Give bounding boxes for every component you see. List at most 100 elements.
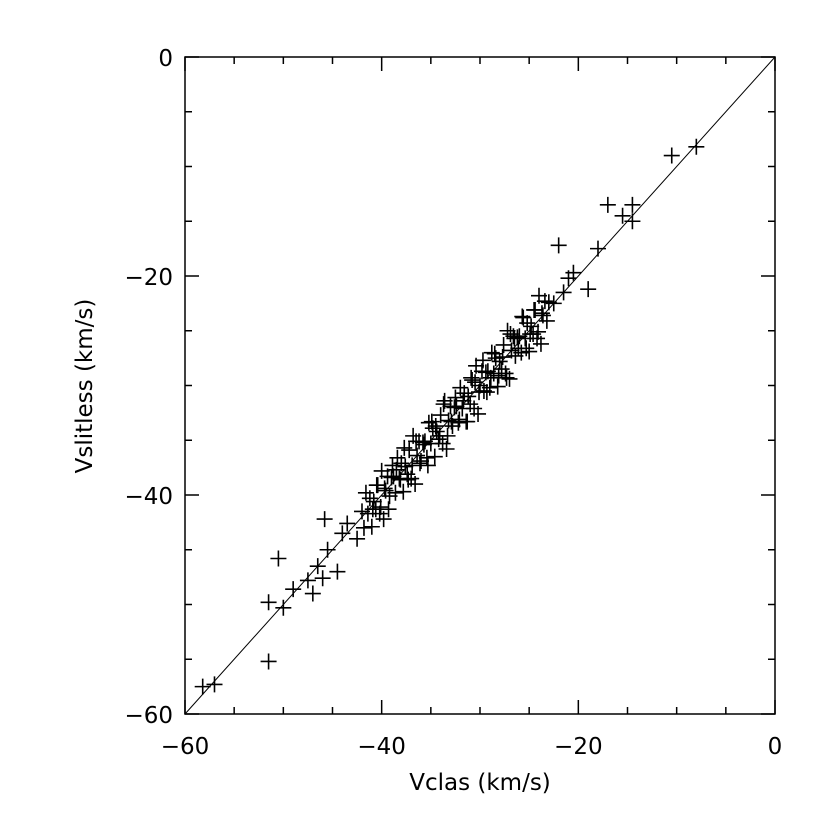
data-point (423, 413, 440, 430)
data-point (407, 476, 424, 493)
data-point (599, 196, 616, 213)
data-point (349, 530, 366, 547)
data-point (285, 581, 302, 598)
data-point (489, 378, 506, 395)
data-point (194, 678, 211, 695)
data-point (443, 413, 460, 430)
y-tick-label: −20 (124, 265, 173, 291)
data-point (487, 350, 504, 367)
data-point (501, 370, 518, 387)
data-point (314, 570, 331, 587)
data-point (364, 501, 381, 518)
data-point (361, 490, 378, 507)
data-point (339, 515, 356, 532)
data-point (490, 367, 507, 384)
identity-line (184, 56, 776, 715)
data-point (494, 349, 511, 366)
data-point (663, 147, 680, 164)
x-tick-label: 0 (768, 734, 783, 760)
data-point (614, 207, 631, 224)
data-point (400, 471, 417, 488)
data-point (536, 293, 553, 310)
data-point (415, 436, 432, 453)
data-point (387, 484, 404, 501)
data-point (316, 511, 333, 528)
data-point (435, 396, 452, 413)
data-point (486, 345, 503, 362)
data-point (493, 361, 510, 378)
y-tick-label: 0 (158, 46, 173, 72)
data-point (412, 455, 429, 472)
y-axis-label: Vslitless (km/s) (72, 299, 98, 474)
data-point (560, 270, 577, 287)
data-point (455, 392, 472, 409)
data-point (206, 676, 223, 693)
data-point (518, 340, 535, 357)
data-point (329, 563, 346, 580)
data-point (580, 281, 597, 298)
data-point (355, 519, 372, 536)
data-point (438, 441, 455, 458)
data-point (474, 352, 491, 369)
x-tick-label: −20 (554, 734, 603, 760)
data-point (481, 379, 498, 396)
data-point (260, 594, 277, 611)
y-tick-label: −60 (124, 703, 173, 729)
data-point (456, 385, 473, 402)
data-point (430, 431, 447, 448)
data-point (397, 458, 414, 475)
data-point (447, 389, 464, 406)
data-points (194, 138, 705, 695)
data-point (521, 343, 538, 360)
y-tick-label: −40 (124, 484, 173, 510)
data-point (624, 196, 641, 213)
data-point (395, 483, 412, 500)
data-point (380, 501, 397, 518)
x-tick-label: −40 (357, 734, 406, 760)
data-point (498, 369, 515, 386)
data-point (514, 308, 531, 325)
data-point (450, 414, 467, 431)
data-point (427, 418, 444, 435)
data-point (522, 326, 539, 343)
data-point (533, 305, 550, 322)
axis-ticks (184, 56, 776, 715)
data-point (275, 599, 292, 616)
data-point (550, 237, 567, 254)
data-point (375, 511, 392, 528)
data-point (459, 413, 476, 430)
data-point (384, 457, 401, 474)
data-point (363, 518, 380, 535)
data-point (463, 369, 480, 386)
data-point (424, 420, 441, 437)
data-point (426, 448, 443, 465)
data-point (404, 457, 421, 474)
data-point (299, 572, 316, 589)
data-point (478, 384, 495, 401)
data-point (304, 585, 321, 602)
data-point (260, 653, 277, 670)
data-point (451, 411, 468, 428)
data-point (396, 439, 413, 456)
data-point (372, 499, 389, 516)
data-point (502, 326, 519, 343)
x-tick-label: −60 (161, 734, 210, 760)
data-point (439, 427, 456, 444)
data-point (526, 301, 543, 318)
data-point (408, 433, 425, 450)
data-point (506, 330, 523, 347)
data-point (467, 374, 484, 391)
data-point (470, 405, 487, 422)
data-point (482, 369, 499, 386)
data-point (688, 138, 705, 155)
data-point (530, 323, 547, 340)
data-point (270, 550, 287, 567)
data-point (532, 335, 549, 352)
data-point (388, 461, 405, 478)
data-point (368, 477, 385, 494)
x-axis-label: Vclas (km/s) (409, 770, 551, 796)
data-point (462, 396, 479, 413)
data-point (419, 457, 436, 474)
data-point (376, 480, 393, 497)
